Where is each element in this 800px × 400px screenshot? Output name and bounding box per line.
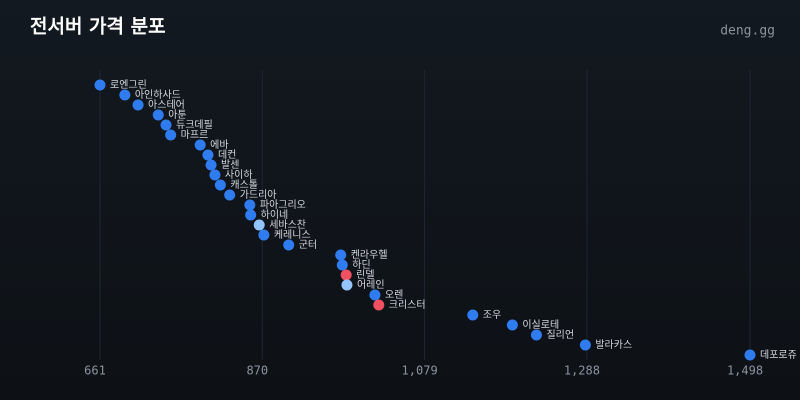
point-label: 이실로테 [522,319,559,331]
dot [194,139,206,151]
point-label: 캐스톨 [230,179,258,191]
dot [369,289,381,301]
point-label: 켄라우헬 [351,249,388,261]
point-label: 마프르 [181,129,209,141]
x-tick-label: 1,288 [564,364,600,378]
point-label: 린델 [356,269,374,281]
point-label: 오렌 [385,289,403,301]
grid: 661 870 1,079 1,288 1,498 [84,70,763,378]
dot [530,329,542,341]
point-label: 어레인 [357,279,385,291]
chart-title: 전서버 가격 분포 [30,16,166,38]
point-label: 질리언 [546,329,574,341]
dot [744,349,756,361]
dot [336,259,348,271]
dot [506,319,518,331]
dot [132,99,144,111]
dot [205,159,217,171]
point-label: 데포로쥬 [760,349,797,361]
point-label: 크리스터 [389,299,426,311]
point-label: 아스테어 [148,99,185,111]
point-label: 군터 [299,239,317,251]
dot [373,299,385,311]
dot [283,239,295,251]
dot [214,179,226,191]
dot [202,149,214,161]
dot [94,79,106,91]
point-label: 듀크데필 [176,119,213,131]
point-label: 케레니스 [274,229,311,241]
point-label: 조우 [483,309,501,321]
dot [467,309,479,321]
point-label: 아툰 [168,109,186,121]
dot [165,129,177,141]
point-label: 세바스찬 [269,219,306,231]
point-label: 가드리아 [240,189,277,201]
dot [253,219,265,231]
point-label: 아인하사드 [135,88,181,101]
plot: 로엔그린아인하사드아스테어아툰듀크데필마프르에바데컨발센사이하캐스톨가드리아파아… [94,79,797,361]
point-label: 에바 [210,139,228,151]
point-label: 사이하 [225,168,253,181]
x-tick-label: 661 [84,364,106,378]
point-label: 발라카스 [595,339,632,351]
dot [335,249,347,261]
dot [340,269,352,281]
x-tick-label: 1,498 [727,364,763,378]
point-label: 데컨 [218,149,236,161]
dot [258,229,270,241]
dot [152,109,164,121]
point-label: 로엔그린 [110,79,147,91]
dot [244,199,256,211]
point-label: 발센 [221,159,239,171]
point-label: 하딘 [352,258,370,271]
x-tick-label: 1,079 [402,364,438,378]
dot [209,169,221,181]
dot [341,279,353,291]
brand: deng.gg [720,24,775,39]
dot [245,209,257,221]
dot [579,339,591,351]
dot [160,119,172,131]
point-label: 파아그리오 [260,199,306,211]
dot [224,189,236,201]
point-label: 하이네 [261,208,289,221]
x-tick-label: 870 [246,364,268,378]
dot [119,89,131,101]
